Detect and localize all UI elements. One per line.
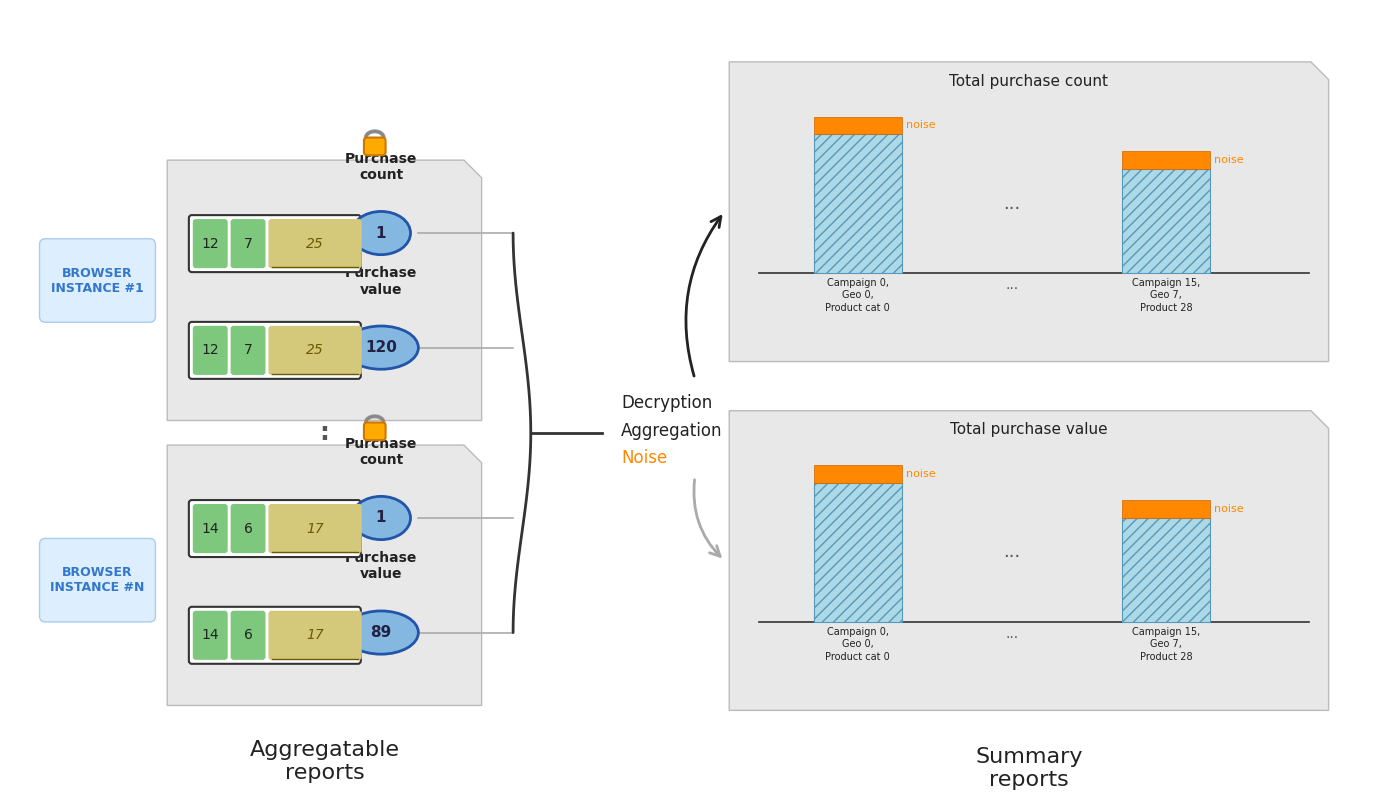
FancyBboxPatch shape [231, 504, 265, 553]
Text: Noise: Noise [621, 449, 668, 468]
Text: noise: noise [1213, 504, 1243, 514]
FancyBboxPatch shape [1121, 518, 1210, 622]
Text: 25: 25 [306, 343, 324, 358]
Text: ...: ... [1003, 195, 1021, 212]
Ellipse shape [352, 496, 411, 539]
FancyBboxPatch shape [231, 610, 265, 660]
FancyBboxPatch shape [231, 326, 265, 375]
Text: Campaign 15,
Geo 7,
Product 28: Campaign 15, Geo 7, Product 28 [1132, 278, 1200, 313]
FancyBboxPatch shape [364, 422, 386, 440]
FancyBboxPatch shape [1121, 500, 1210, 518]
FancyBboxPatch shape [813, 117, 901, 134]
Text: 120: 120 [365, 340, 397, 355]
Text: Aggregation: Aggregation [621, 422, 723, 440]
Text: Aggregatable
reports: Aggregatable reports [250, 740, 400, 783]
FancyBboxPatch shape [40, 539, 155, 622]
FancyBboxPatch shape [1121, 152, 1210, 169]
Text: Purchase
count: Purchase count [345, 437, 418, 467]
Text: 14: 14 [202, 522, 218, 535]
FancyBboxPatch shape [1121, 169, 1210, 273]
Ellipse shape [352, 211, 411, 255]
Text: BROWSER
INSTANCE #1: BROWSER INSTANCE #1 [51, 267, 144, 294]
Text: 17: 17 [306, 628, 324, 642]
Text: 7: 7 [243, 237, 253, 251]
Polygon shape [730, 411, 1329, 710]
Text: Decryption: Decryption [621, 394, 713, 413]
Text: 6: 6 [243, 522, 253, 535]
Text: ...: ... [1006, 278, 1018, 292]
Text: Campaign 0,
Geo 0,
Product cat 0: Campaign 0, Geo 0, Product cat 0 [826, 278, 890, 313]
FancyBboxPatch shape [268, 326, 361, 375]
Ellipse shape [344, 326, 418, 369]
Text: noise: noise [1213, 155, 1243, 165]
Text: 12: 12 [202, 237, 218, 251]
FancyBboxPatch shape [192, 610, 228, 660]
Text: BROWSER
INSTANCE #N: BROWSER INSTANCE #N [51, 567, 144, 595]
Text: ...: ... [1003, 543, 1021, 561]
FancyBboxPatch shape [813, 465, 901, 483]
Text: ...: ... [1006, 627, 1018, 641]
Text: 6: 6 [243, 628, 253, 642]
Text: 1: 1 [376, 226, 386, 240]
Text: Purchase
value: Purchase value [345, 267, 418, 297]
FancyBboxPatch shape [188, 500, 361, 557]
FancyBboxPatch shape [40, 239, 155, 322]
Text: Total purchase count: Total purchase count [949, 73, 1109, 89]
FancyArrowPatch shape [686, 216, 721, 376]
Polygon shape [730, 62, 1329, 361]
Text: 17: 17 [306, 522, 324, 535]
FancyBboxPatch shape [268, 610, 361, 660]
FancyBboxPatch shape [364, 137, 386, 156]
Polygon shape [168, 445, 482, 705]
FancyBboxPatch shape [192, 326, 228, 375]
Text: 1: 1 [376, 511, 386, 526]
Text: 14: 14 [202, 628, 218, 642]
FancyBboxPatch shape [188, 215, 361, 272]
Polygon shape [168, 160, 482, 421]
Text: Total purchase value: Total purchase value [949, 422, 1107, 437]
Text: 12: 12 [202, 343, 218, 358]
FancyBboxPatch shape [188, 322, 361, 379]
Text: :: : [320, 421, 330, 444]
Text: 89: 89 [371, 625, 392, 640]
FancyBboxPatch shape [188, 606, 361, 664]
FancyBboxPatch shape [813, 134, 901, 273]
FancyBboxPatch shape [192, 504, 228, 553]
Text: noise: noise [905, 120, 936, 130]
FancyArrowPatch shape [694, 480, 720, 556]
Text: 25: 25 [306, 237, 324, 251]
Text: Summary
reports: Summary reports [976, 747, 1083, 790]
Ellipse shape [344, 611, 418, 654]
FancyBboxPatch shape [268, 219, 361, 268]
Text: 7: 7 [243, 343, 253, 358]
Text: Campaign 15,
Geo 7,
Product 28: Campaign 15, Geo 7, Product 28 [1132, 627, 1200, 662]
FancyBboxPatch shape [192, 219, 228, 268]
FancyBboxPatch shape [231, 219, 265, 268]
FancyBboxPatch shape [268, 504, 361, 553]
Text: noise: noise [905, 469, 936, 479]
Text: Campaign 0,
Geo 0,
Product cat 0: Campaign 0, Geo 0, Product cat 0 [826, 627, 890, 662]
Text: Purchase
value: Purchase value [345, 551, 418, 582]
Text: Purchase
count: Purchase count [345, 152, 418, 182]
FancyBboxPatch shape [813, 483, 901, 622]
